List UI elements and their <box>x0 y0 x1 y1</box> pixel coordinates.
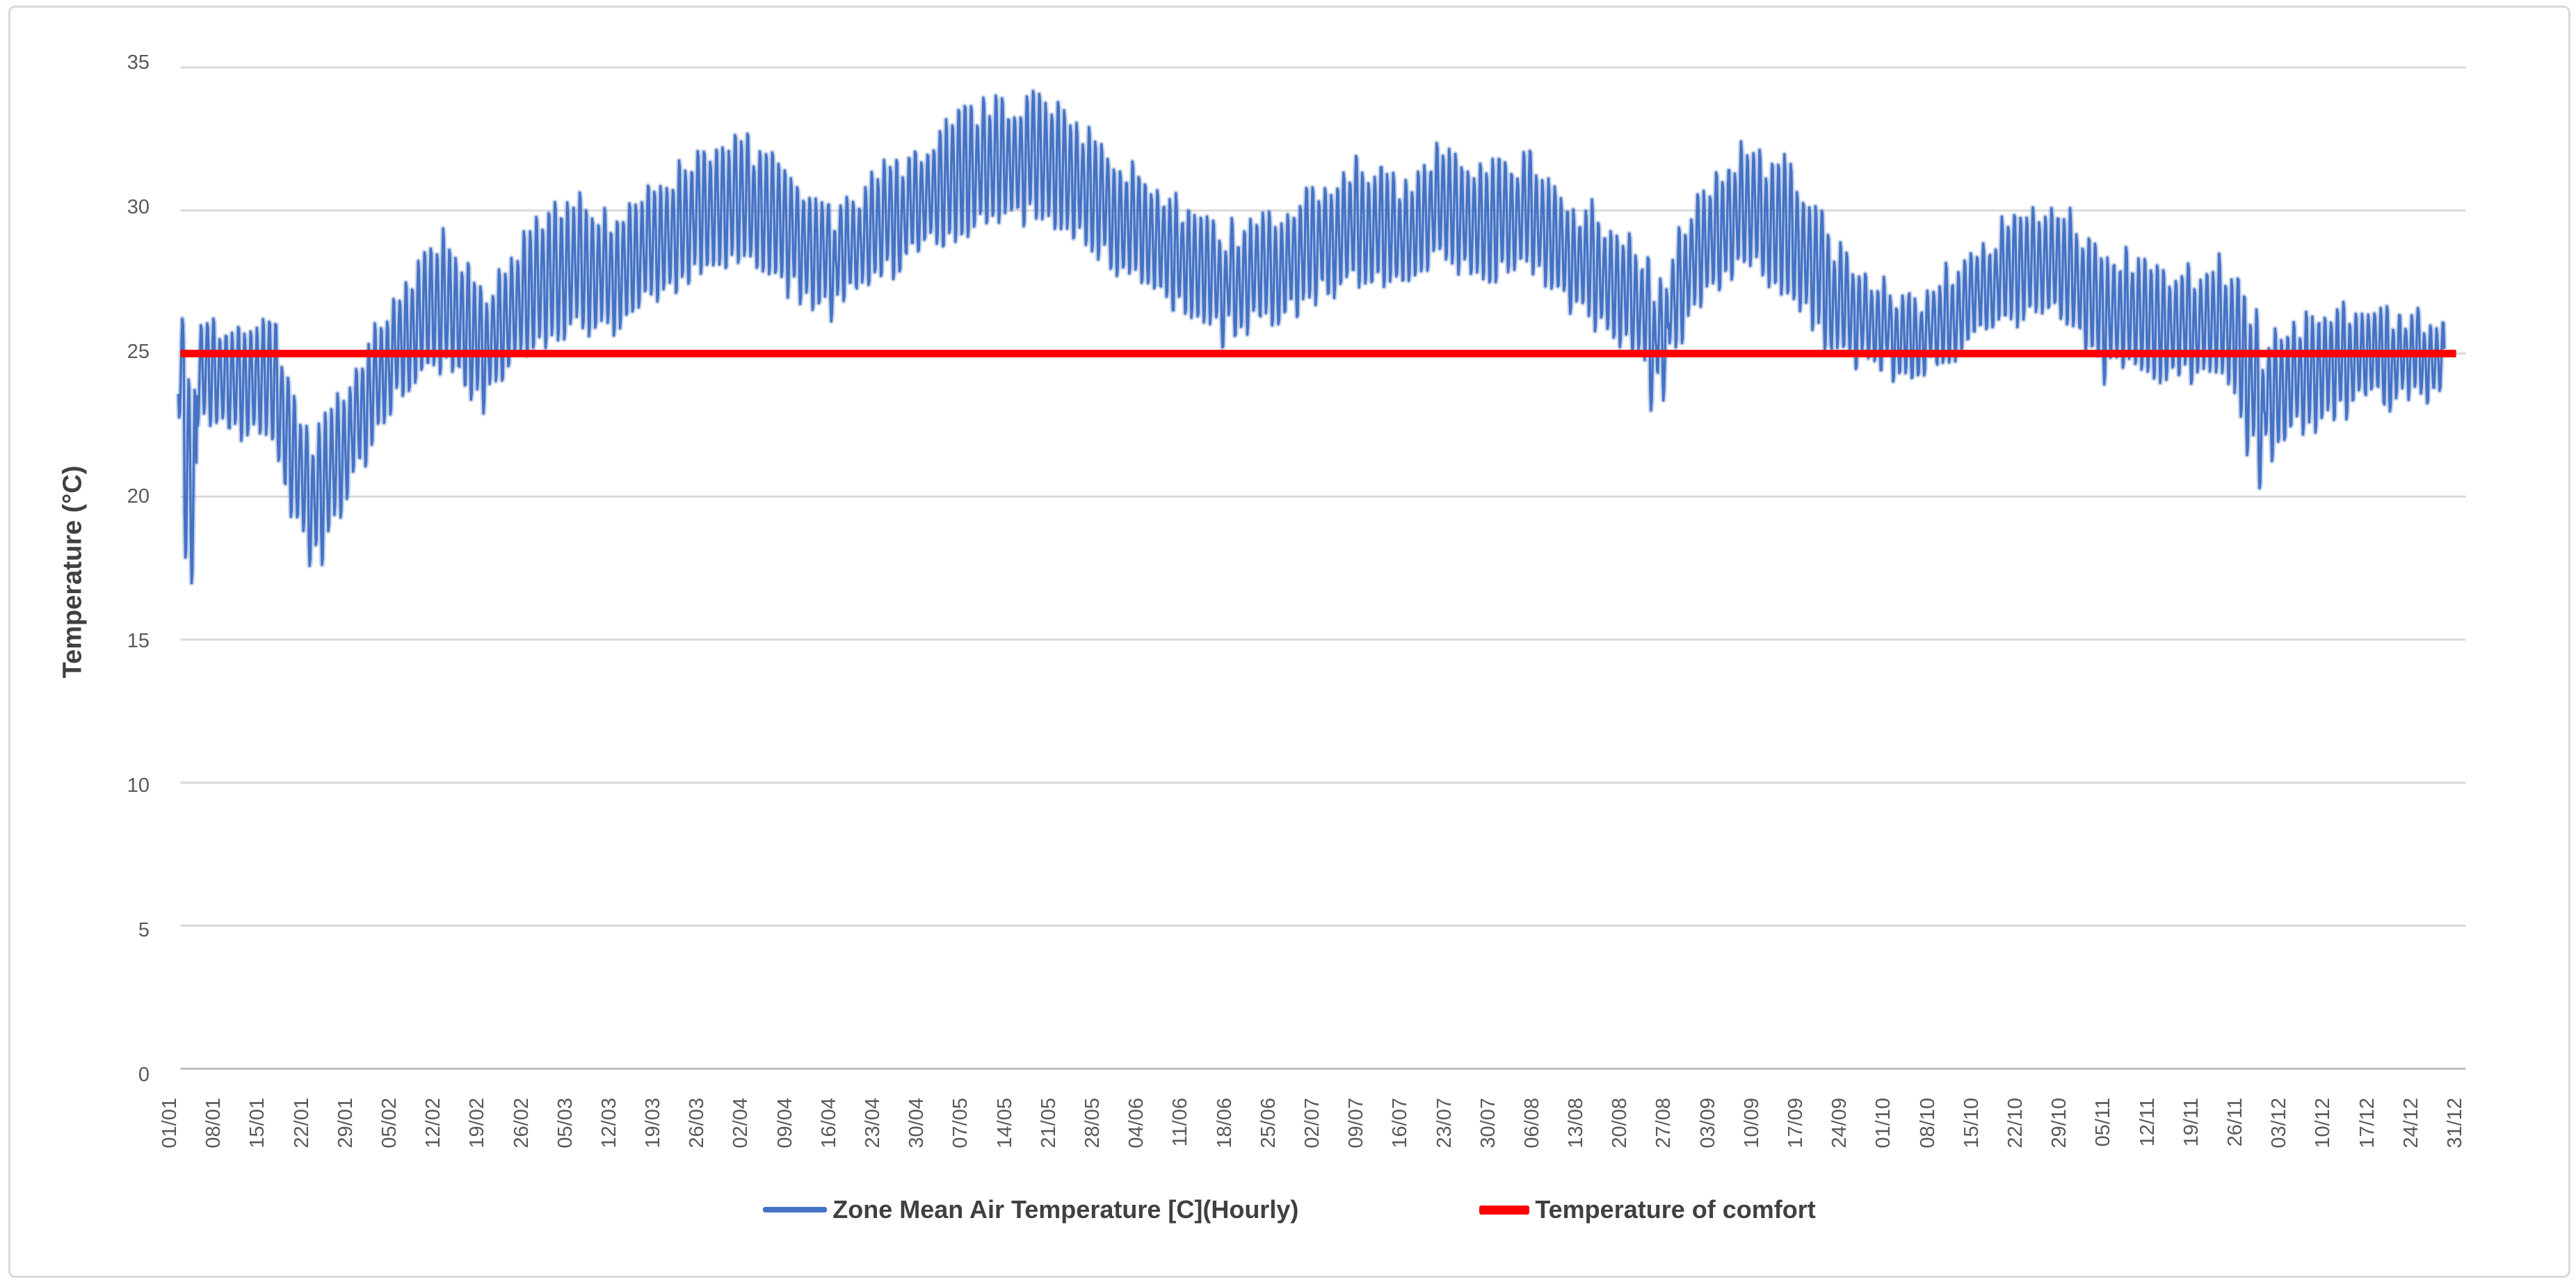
chart-legend: Zone Mean Air Temperature [C](Hourly) Te… <box>10 1195 2568 1224</box>
legend-item-comfort-temperature: Temperature of comfort <box>1479 1195 1816 1224</box>
x-tick-label: 22/01 <box>290 1098 313 1149</box>
x-tick-label: 26/03 <box>686 1098 709 1149</box>
x-tick-label: 09/07 <box>1345 1098 1368 1149</box>
x-tick-label: 20/08 <box>1609 1098 1632 1149</box>
x-tick-label: 12/11 <box>2136 1098 2159 1147</box>
x-tick-label: 19/11 <box>2180 1098 2203 1147</box>
y-tick-label: 35 <box>127 51 150 74</box>
x-tick-label: 01/01 <box>159 1098 181 1149</box>
x-tick-label: 10/12 <box>2312 1098 2335 1149</box>
x-tick-label: 30/07 <box>1476 1098 1499 1149</box>
x-tick-label: 04/06 <box>1125 1098 1148 1149</box>
legend-label-zone-temperature: Zone Mean Air Temperature [C](Hourly) <box>832 1195 1299 1224</box>
x-tick-label: 10/09 <box>1740 1098 1763 1149</box>
legend-item-zone-temperature: Zone Mean Air Temperature [C](Hourly) <box>763 1195 1298 1224</box>
y-tick-label: 5 <box>138 919 150 941</box>
x-tick-label: 26/11 <box>2223 1098 2246 1147</box>
x-tick-label: 25/06 <box>1257 1098 1280 1149</box>
x-tick-label: 17/09 <box>1785 1098 1808 1149</box>
x-tick-label: 18/06 <box>1213 1098 1236 1149</box>
y-tick-label: 15 <box>127 630 150 652</box>
x-tick-label: 11/06 <box>1169 1098 1192 1147</box>
x-tick-label: 03/09 <box>1696 1098 1719 1149</box>
x-tick-label: 27/08 <box>1652 1098 1675 1149</box>
x-tick-label: 03/12 <box>2268 1098 2291 1149</box>
comfort-temperature-line-swatch <box>1479 1205 1530 1215</box>
x-tick-label: 24/12 <box>2399 1098 2422 1149</box>
x-tick-label: 31/12 <box>2443 1098 2466 1149</box>
chart-frame: 0 5 10 15 20 25 30 35 01/01 08/01 15/01 22/01 29/01… <box>8 6 2570 1278</box>
x-tick-label: 05/11 <box>2092 1098 2115 1147</box>
x-tick-label: 07/05 <box>949 1098 972 1149</box>
x-tick-label: 08/01 <box>202 1098 225 1149</box>
y-tick-label: 20 <box>127 485 150 508</box>
x-tick-label: 14/05 <box>993 1098 1016 1149</box>
x-tick-label: 05/02 <box>378 1098 401 1149</box>
x-tick-label: 01/10 <box>1872 1098 1895 1149</box>
x-tick-label: 23/04 <box>862 1098 885 1149</box>
zone-temperature-line-swatch <box>763 1207 828 1212</box>
x-tick-label: 29/10 <box>2048 1098 2071 1149</box>
legend-label-comfort-temperature: Temperature of comfort <box>1535 1195 1816 1224</box>
plot-area <box>175 66 2466 1070</box>
x-tick-label: 15/10 <box>1960 1098 1983 1149</box>
x-tick-label: 23/07 <box>1433 1098 1456 1149</box>
x-tick-label: 22/10 <box>2004 1098 2027 1149</box>
zone-temperature-series <box>177 90 2446 585</box>
x-tick-label: 21/05 <box>1037 1098 1060 1149</box>
x-tick-label: 29/01 <box>334 1098 357 1149</box>
y-tick-label: 25 <box>127 341 150 363</box>
x-tick-label: 12/02 <box>422 1098 445 1149</box>
x-tick-label: 06/08 <box>1520 1098 1543 1149</box>
x-tick-label: 12/03 <box>597 1098 620 1149</box>
y-axis-title: Temperature (°C) <box>58 465 88 679</box>
x-tick-label: 05/03 <box>554 1098 577 1149</box>
x-tick-label: 13/08 <box>1565 1098 1588 1149</box>
x-tick-label: 08/10 <box>1916 1098 1939 1149</box>
x-tick-label: 02/04 <box>730 1098 752 1149</box>
x-tick-label: 16/04 <box>817 1098 840 1149</box>
x-tick-label: 26/02 <box>510 1098 533 1149</box>
x-tick-label: 15/01 <box>246 1098 269 1149</box>
x-tick-label: 28/05 <box>1081 1098 1104 1149</box>
x-tick-label: 19/03 <box>642 1098 665 1149</box>
x-tick-label: 30/04 <box>905 1098 928 1149</box>
x-tick-label: 16/07 <box>1389 1098 1412 1149</box>
x-tick-label: 24/09 <box>1828 1098 1851 1149</box>
y-tick-label: 0 <box>138 1064 150 1086</box>
y-tick-label: 10 <box>127 774 150 797</box>
y-tick-label: 30 <box>127 196 150 218</box>
x-tick-label: 19/02 <box>466 1098 489 1149</box>
x-tick-label: 17/12 <box>2356 1098 2378 1149</box>
x-tick-label: 09/04 <box>773 1098 796 1149</box>
x-tick-label: 02/07 <box>1301 1098 1323 1149</box>
